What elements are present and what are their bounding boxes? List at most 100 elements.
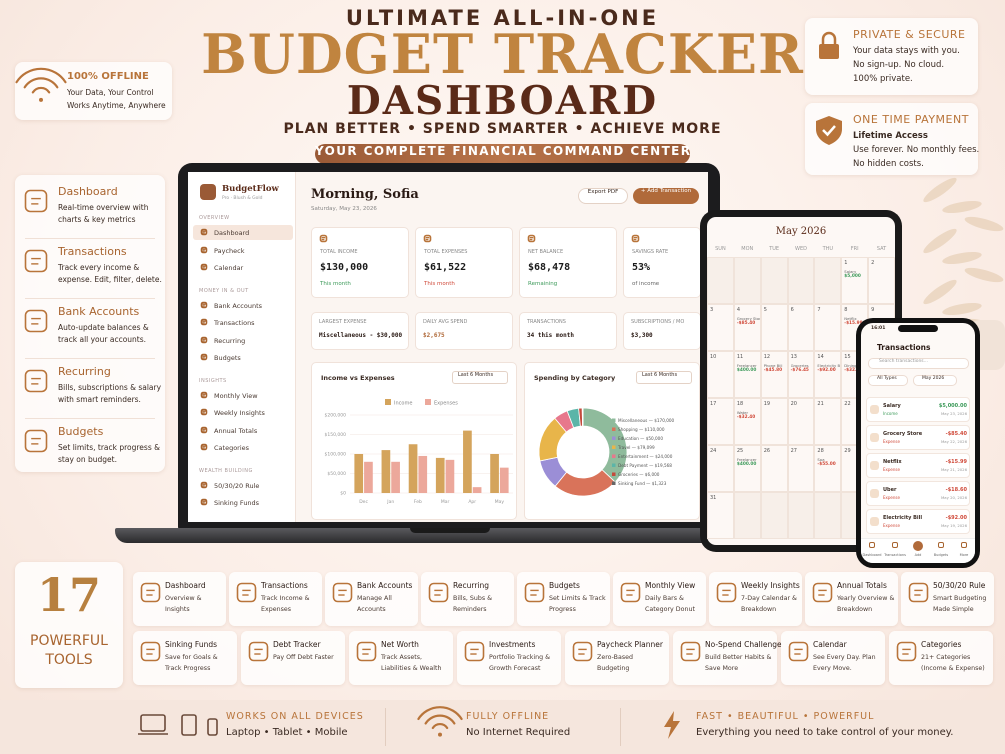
icon-shape xyxy=(140,641,161,662)
footer-title: FAST • BEAUTIFUL • POWERFUL xyxy=(696,711,875,722)
tool-card xyxy=(613,572,706,626)
day-number: 5 xyxy=(763,307,767,313)
chart-card xyxy=(524,362,700,520)
bolt xyxy=(664,711,680,739)
sidebar-item[interactable]: Categories xyxy=(214,444,250,452)
sidebar-item[interactable]: 50/30/20 Rule xyxy=(214,481,260,490)
icon xyxy=(200,481,208,488)
tool-desc: Overview & Insights xyxy=(165,595,202,613)
stat-card xyxy=(311,312,409,350)
feature-text: Set limits, track progress & stay on bud… xyxy=(58,443,160,464)
icon-shape xyxy=(424,714,456,725)
sidebar-item[interactable]: Bank Accounts xyxy=(214,301,263,310)
icon-shape xyxy=(332,582,353,603)
filter[interactable]: May 2026 xyxy=(913,375,957,386)
icon-shape xyxy=(431,722,449,730)
sidebar-item[interactable]: Weekly Insights xyxy=(214,409,265,417)
main-title: BUDGET TRACKER xyxy=(201,22,804,86)
laptop-notch xyxy=(410,528,490,533)
tool-card xyxy=(889,631,993,685)
feature-text: Track every income & expense. Edit, filt… xyxy=(58,263,162,284)
stat-card xyxy=(415,312,513,350)
transaction-date: May 22, 2026 xyxy=(941,439,967,444)
sidebar-item[interactable]: Paycheck xyxy=(214,246,245,255)
transaction-name: Netflix xyxy=(883,459,902,465)
calendar-cell xyxy=(787,257,815,304)
stat-label: SAVINGS RATE xyxy=(632,249,669,255)
calendar-entry: Phone Bill xyxy=(763,363,783,368)
nav-label[interactable]: Budgets xyxy=(933,553,949,557)
features-panel xyxy=(15,175,165,472)
filter[interactable]: All Types xyxy=(868,375,908,386)
sidebar-item[interactable]: Monthly View xyxy=(214,391,258,400)
tool-desc: Yearly Overview & Breakdown xyxy=(837,595,895,613)
icon xyxy=(716,582,737,603)
icon xyxy=(423,234,432,243)
transaction-name: Uber xyxy=(883,487,897,493)
icon-shape xyxy=(200,228,208,236)
tool-name: Transactions xyxy=(261,581,308,590)
banner: YOUR COMPLETE FINANCIAL COMMAND CENTER xyxy=(315,144,690,164)
range-select[interactable]: Last 6 Months xyxy=(452,371,508,384)
stat-card xyxy=(415,227,513,298)
icon-shape xyxy=(24,189,48,213)
add-button[interactable]: + Add Transaction xyxy=(633,188,699,204)
feature-title: Bank Accounts xyxy=(58,305,140,318)
calendar-amount: -$45.80 xyxy=(763,368,783,373)
sidebar-section: MONEY IN & OUT xyxy=(199,287,249,294)
icon-shape xyxy=(908,582,929,603)
icon-shape xyxy=(24,369,48,393)
sidebar-item[interactable]: Budgets xyxy=(214,354,241,362)
calendar-entry: Groceries xyxy=(790,363,809,368)
range-select[interactable]: Last 6 Months xyxy=(636,371,692,384)
sidebar-item[interactable]: Annual Totals xyxy=(214,426,258,435)
calendar-cell xyxy=(841,257,869,304)
tool-desc: Bills, Subs & Reminders xyxy=(453,595,493,613)
icon xyxy=(908,582,929,603)
divider xyxy=(25,238,155,239)
tool-card xyxy=(901,572,994,626)
calendar-cell xyxy=(733,492,761,539)
tool-name: Recurring xyxy=(453,581,489,590)
calendar-cell xyxy=(814,445,842,492)
stat-value: $130,000 xyxy=(320,262,369,273)
icon xyxy=(464,641,485,662)
nav-label[interactable]: More xyxy=(959,553,969,557)
export-button[interactable]: Export PDF xyxy=(578,188,628,204)
icon xyxy=(319,234,328,243)
sidebar-item[interactable]: Sinking Funds xyxy=(214,499,260,507)
nav-label[interactable]: Dashboard xyxy=(862,553,882,557)
transaction-name: Salary xyxy=(883,403,901,409)
divider xyxy=(25,418,155,419)
icon xyxy=(140,641,161,662)
day-number: 31 xyxy=(710,495,717,501)
app-logo xyxy=(200,184,216,200)
calendar-month: May 2026 xyxy=(775,226,827,237)
app-sub: Pro · Blush & Gold xyxy=(222,196,263,201)
sidebar-item[interactable]: Dashboard xyxy=(214,229,250,237)
calendar-cell xyxy=(707,257,734,304)
icon xyxy=(200,263,208,271)
icon xyxy=(24,189,48,213)
day-number: 8 xyxy=(844,307,848,313)
nav-icon xyxy=(892,542,898,548)
leaf xyxy=(942,200,982,214)
add-circle[interactable] xyxy=(913,541,923,551)
nav-label[interactable]: Transactions xyxy=(884,553,906,557)
transaction-row xyxy=(866,425,970,450)
sidebar-item[interactable]: Transactions xyxy=(214,319,255,327)
footer-title: WORKS ON ALL DEVICES xyxy=(226,711,364,722)
calendar-cell xyxy=(733,351,761,398)
stat-label: NET BALANCE xyxy=(528,249,564,255)
footer-text: No Internet Required xyxy=(466,727,571,738)
lock-shackle xyxy=(821,31,837,44)
calendar-cell xyxy=(707,351,734,398)
search-box[interactable]: Search transactions... xyxy=(868,358,969,369)
sidebar-item[interactable]: Recurring xyxy=(214,336,246,345)
nav-label[interactable]: Add xyxy=(914,553,922,557)
icon-shape xyxy=(572,641,593,662)
sidebar-item[interactable]: Calendar xyxy=(214,264,244,272)
tools-label: POWERFUL xyxy=(30,633,108,649)
transaction-type: Income xyxy=(883,411,898,416)
